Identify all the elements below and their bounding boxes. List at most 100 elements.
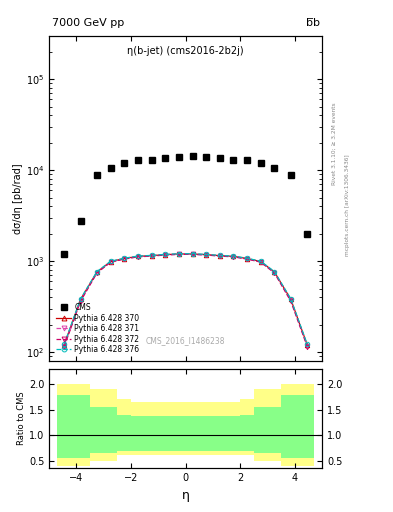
Y-axis label: dσ/dη [pb/rad]: dσ/dη [pb/rad]	[13, 163, 23, 233]
Pythia 6.428 371	[149, 253, 154, 259]
Pythia 6.428 370	[245, 255, 250, 262]
Pythia 6.428 370	[163, 251, 167, 258]
Pythia 6.428 370	[305, 342, 310, 348]
CMS	[272, 165, 277, 172]
Pythia 6.428 372	[259, 259, 263, 265]
Pythia 6.428 370	[176, 251, 181, 257]
Pythia 6.428 370	[217, 252, 222, 259]
Text: 7000 GeV pp: 7000 GeV pp	[52, 18, 124, 28]
Y-axis label: Ratio to CMS: Ratio to CMS	[17, 392, 26, 445]
CMS	[217, 155, 222, 161]
Pythia 6.428 371	[190, 251, 195, 258]
CMS	[163, 155, 167, 161]
Pythia 6.428 370	[259, 259, 263, 265]
Pythia 6.428 370	[231, 253, 236, 260]
CMS	[204, 154, 209, 160]
CMS	[288, 172, 293, 178]
Pythia 6.428 372	[305, 344, 310, 350]
X-axis label: η: η	[182, 489, 190, 502]
Pythia 6.428 372	[231, 254, 236, 260]
Pythia 6.428 376	[259, 258, 263, 264]
Line: Pythia 6.428 371: Pythia 6.428 371	[62, 252, 309, 348]
Text: CMS_2016_I1486238: CMS_2016_I1486238	[146, 336, 226, 345]
Pythia 6.428 371	[272, 270, 277, 276]
Pythia 6.428 376	[108, 258, 113, 264]
Pythia 6.428 371	[78, 297, 83, 304]
Pythia 6.428 371	[305, 343, 310, 349]
CMS	[78, 218, 83, 224]
Pythia 6.428 371	[163, 252, 167, 258]
Pythia 6.428 376	[176, 251, 181, 257]
CMS	[305, 231, 310, 237]
Pythia 6.428 370	[122, 255, 127, 262]
CMS	[231, 157, 236, 163]
CMS	[62, 251, 66, 257]
Pythia 6.428 371	[122, 256, 127, 262]
Pythia 6.428 372	[136, 254, 140, 260]
Pythia 6.428 371	[245, 256, 250, 262]
Pythia 6.428 376	[163, 251, 167, 258]
Pythia 6.428 372	[245, 256, 250, 262]
Pythia 6.428 372	[288, 298, 293, 305]
Pythia 6.428 376	[190, 251, 195, 257]
Line: Pythia 6.428 372: Pythia 6.428 372	[62, 252, 309, 349]
Pythia 6.428 370	[272, 269, 277, 275]
CMS	[176, 154, 181, 160]
Text: Rivet 3.1.10; ≥ 3.2M events: Rivet 3.1.10; ≥ 3.2M events	[332, 102, 337, 185]
Pythia 6.428 372	[122, 256, 127, 262]
Pythia 6.428 371	[95, 270, 99, 276]
Pythia 6.428 372	[163, 252, 167, 258]
Pythia 6.428 376	[78, 296, 83, 302]
Pythia 6.428 376	[136, 253, 140, 259]
Pythia 6.428 371	[176, 251, 181, 258]
Pythia 6.428 370	[108, 259, 113, 265]
Line: Pythia 6.428 370: Pythia 6.428 370	[62, 252, 309, 347]
Pythia 6.428 376	[272, 268, 277, 274]
Pythia 6.428 371	[259, 259, 263, 265]
Pythia 6.428 372	[176, 251, 181, 258]
Pythia 6.428 376	[62, 341, 66, 347]
Pythia 6.428 370	[288, 296, 293, 303]
Pythia 6.428 376	[305, 341, 310, 347]
CMS	[259, 160, 263, 166]
Pythia 6.428 372	[62, 344, 66, 350]
Legend: CMS, Pythia 6.428 370, Pythia 6.428 371, Pythia 6.428 372, Pythia 6.428 376: CMS, Pythia 6.428 370, Pythia 6.428 371,…	[53, 300, 143, 357]
Pythia 6.428 370	[204, 251, 209, 258]
Pythia 6.428 376	[217, 252, 222, 259]
Pythia 6.428 376	[149, 252, 154, 259]
Text: η(b-jet) (cms2016-2b2j): η(b-jet) (cms2016-2b2j)	[127, 46, 244, 56]
Pythia 6.428 372	[78, 298, 83, 305]
Pythia 6.428 371	[204, 252, 209, 258]
CMS	[136, 157, 140, 163]
Pythia 6.428 371	[217, 253, 222, 259]
CMS	[245, 157, 250, 163]
CMS	[122, 160, 127, 166]
Line: Pythia 6.428 376: Pythia 6.428 376	[62, 251, 309, 347]
Pythia 6.428 372	[190, 251, 195, 258]
Pythia 6.428 376	[122, 255, 127, 261]
Pythia 6.428 376	[288, 296, 293, 302]
CMS	[149, 157, 154, 163]
Pythia 6.428 376	[245, 255, 250, 261]
Pythia 6.428 372	[204, 252, 209, 258]
Text: mcplots.cern.ch [arXiv:1306.3436]: mcplots.cern.ch [arXiv:1306.3436]	[345, 154, 350, 255]
Pythia 6.428 372	[108, 259, 113, 265]
Pythia 6.428 371	[288, 297, 293, 304]
Pythia 6.428 372	[95, 270, 99, 276]
CMS	[95, 172, 99, 178]
CMS	[190, 153, 195, 159]
Pythia 6.428 376	[204, 251, 209, 258]
Pythia 6.428 370	[149, 252, 154, 259]
CMS	[108, 165, 113, 172]
Pythia 6.428 376	[231, 253, 236, 259]
Pythia 6.428 371	[62, 343, 66, 349]
Pythia 6.428 370	[62, 342, 66, 348]
Pythia 6.428 371	[136, 253, 140, 260]
Pythia 6.428 370	[190, 251, 195, 257]
Pythia 6.428 371	[231, 253, 236, 260]
Pythia 6.428 370	[136, 253, 140, 260]
Pythia 6.428 372	[149, 253, 154, 259]
Pythia 6.428 372	[217, 253, 222, 259]
Line: CMS: CMS	[61, 153, 310, 257]
Text: b̅b: b̅b	[305, 18, 320, 28]
